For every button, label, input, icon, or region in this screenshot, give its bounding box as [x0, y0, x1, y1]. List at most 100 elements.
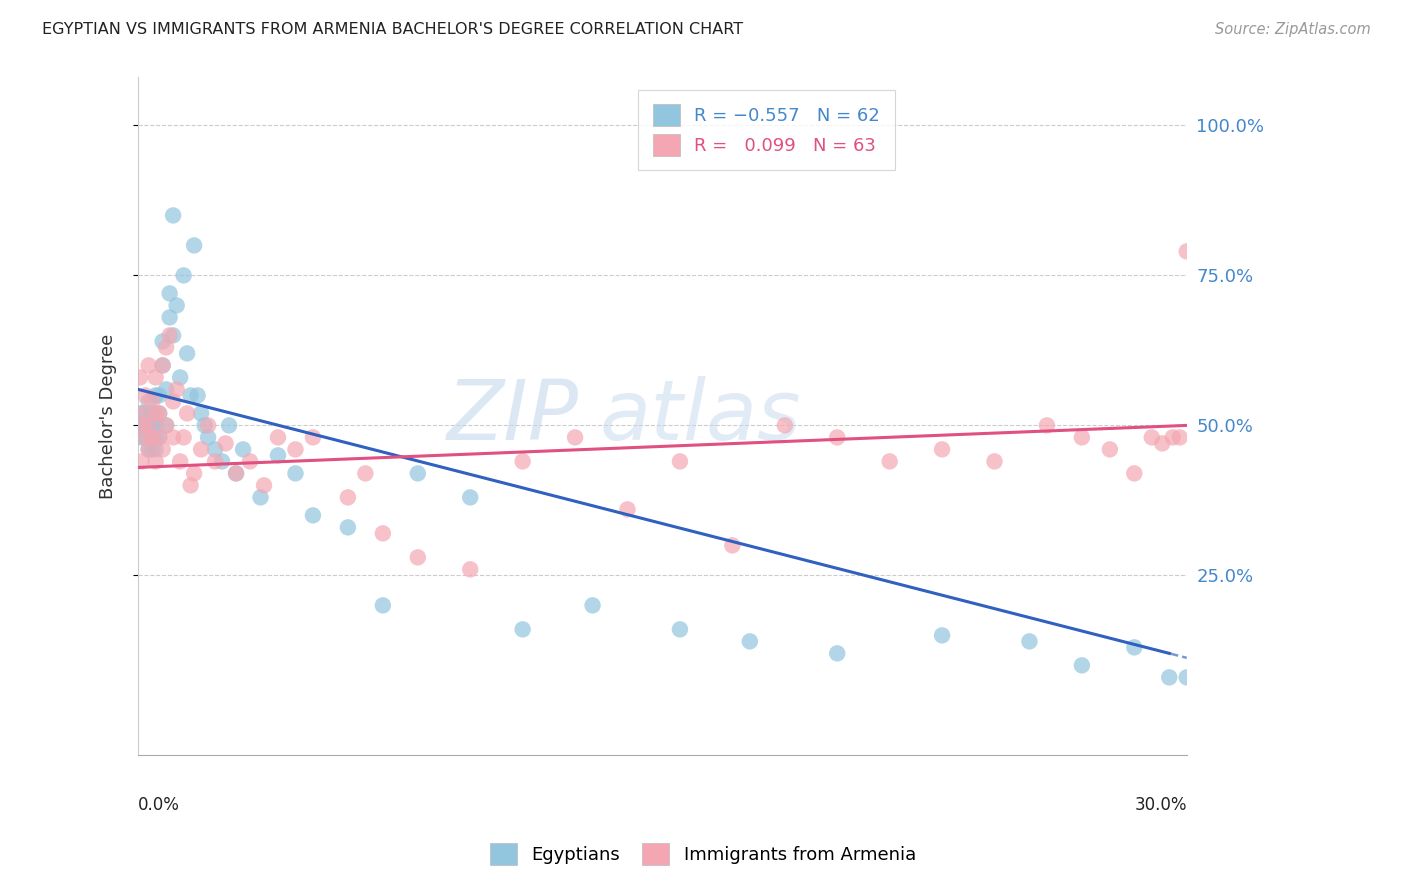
Point [1123, 467, 1146, 481]
Point [131, 406, 153, 420]
Legend: Egyptians, Immigrants from Armenia: Egyptians, Immigrants from Armenia [481, 834, 925, 874]
Point [825, 430, 848, 444]
Point [284, 442, 307, 457]
Point [183, 238, 205, 252]
Point [879, 454, 901, 468]
Point [129, 430, 152, 444]
Point [148, 406, 170, 420]
Point [512, 623, 534, 637]
Point [129, 370, 152, 384]
Point [406, 467, 429, 481]
Point [152, 359, 174, 373]
Point [138, 442, 160, 457]
Point [162, 430, 184, 444]
Point [162, 394, 184, 409]
Point [211, 454, 233, 468]
Point [458, 562, 481, 576]
Point [406, 550, 429, 565]
Point [197, 430, 219, 444]
Point [1161, 430, 1184, 444]
Point [166, 298, 188, 312]
Point [138, 418, 160, 433]
Point [1159, 670, 1181, 684]
Point [931, 442, 953, 457]
Point [131, 406, 153, 420]
Point [152, 442, 174, 457]
Point [134, 406, 156, 420]
Point [1070, 430, 1092, 444]
Point [148, 430, 170, 444]
Point [131, 454, 153, 468]
Point [267, 449, 290, 463]
Point [371, 526, 394, 541]
Text: EGYPTIAN VS IMMIGRANTS FROM ARMENIA BACHELOR'S DEGREE CORRELATION CHART: EGYPTIAN VS IMMIGRANTS FROM ARMENIA BACH… [42, 22, 744, 37]
Point [1070, 658, 1092, 673]
Point [225, 467, 247, 481]
Point [152, 359, 174, 373]
Point [169, 454, 191, 468]
Point [132, 418, 155, 433]
Point [190, 406, 212, 420]
Point [131, 418, 153, 433]
Y-axis label: Bachelor's Degree: Bachelor's Degree [100, 334, 117, 499]
Point [180, 388, 202, 402]
Point [162, 328, 184, 343]
Point [162, 209, 184, 223]
Point [159, 328, 181, 343]
Point [197, 418, 219, 433]
Point [145, 442, 167, 457]
Point [138, 394, 160, 409]
Point [371, 599, 394, 613]
Point [564, 430, 586, 444]
Point [141, 442, 163, 457]
Point [218, 418, 240, 433]
Point [253, 478, 276, 492]
Point [145, 454, 167, 468]
Point [1175, 244, 1198, 259]
Point [141, 418, 163, 433]
Point [204, 442, 226, 457]
Point [145, 418, 167, 433]
Legend: R = −0.557   N = 62, R =   0.099   N = 63: R = −0.557 N = 62, R = 0.099 N = 63 [638, 90, 894, 170]
Point [155, 418, 177, 433]
Point [232, 442, 254, 457]
Point [1018, 634, 1040, 648]
Point [134, 388, 156, 402]
Point [581, 599, 603, 613]
Point [148, 406, 170, 420]
Point [669, 454, 692, 468]
Point [302, 430, 325, 444]
Point [136, 418, 159, 433]
Point [214, 436, 236, 450]
Point [169, 370, 191, 384]
Point [773, 418, 796, 433]
Point [159, 310, 181, 325]
Point [1036, 418, 1059, 433]
Text: ZIP: ZIP [447, 376, 579, 457]
Text: Source: ZipAtlas.com: Source: ZipAtlas.com [1215, 22, 1371, 37]
Point [721, 538, 744, 552]
Text: 0.0%: 0.0% [138, 796, 180, 814]
Point [931, 628, 953, 642]
Point [145, 406, 167, 420]
Point [1140, 430, 1163, 444]
Point [354, 467, 377, 481]
Point [176, 406, 198, 420]
Point [983, 454, 1005, 468]
Point [152, 334, 174, 349]
Point [249, 491, 271, 505]
Point [336, 491, 359, 505]
Point [239, 454, 262, 468]
Point [141, 430, 163, 444]
Point [173, 268, 195, 283]
Point [616, 502, 638, 516]
Point [148, 430, 170, 444]
Point [204, 454, 226, 468]
Point [190, 442, 212, 457]
Point [183, 467, 205, 481]
Point [173, 430, 195, 444]
Point [155, 383, 177, 397]
Text: atlas: atlas [599, 376, 801, 457]
Point [512, 454, 534, 468]
Point [176, 346, 198, 360]
